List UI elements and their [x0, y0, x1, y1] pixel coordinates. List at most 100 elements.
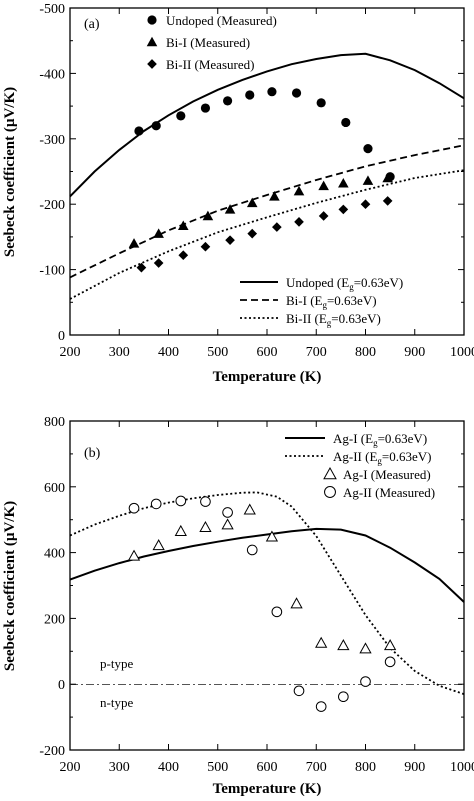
y-tick-label: 400: [44, 547, 65, 562]
data-point-series-1: [362, 175, 374, 185]
series-line-5: [69, 169, 465, 300]
panel-a-label: (a): [84, 17, 100, 32]
x-tick-label: 300: [109, 345, 130, 360]
data-point-series-2: [359, 642, 372, 654]
x-tick-label: 900: [404, 345, 425, 360]
data-point-series-0: [134, 126, 144, 136]
data-point-series-2: [272, 222, 282, 232]
legend-marker: [324, 486, 336, 498]
panel-a-y-axis-label: Seebeck coefficient (µV/K): [2, 87, 18, 257]
x-tick-label: 800: [355, 760, 376, 775]
data-point-series-0: [267, 87, 277, 97]
data-point-series-0: [223, 96, 233, 106]
data-point-series-2: [152, 539, 165, 551]
x-tick-label: 400: [158, 760, 179, 775]
data-point-series-2: [338, 204, 349, 215]
panel-a-legend-model: Undoped (Eg=0.63eV)Bi-I (Eg=0.63eV)Bi-II…: [240, 275, 403, 328]
x-tick-label: 600: [257, 760, 278, 775]
data-point-series-2: [174, 524, 187, 536]
data-point-series-2: [294, 217, 304, 227]
legend-label: Ag-I (Eg=0.63eV): [333, 431, 427, 448]
y-tick-label: 200: [44, 612, 65, 627]
legend-label: Ag-II (Measured): [343, 485, 435, 500]
data-point-series-1: [338, 177, 349, 188]
series-line-4: [69, 144, 465, 279]
x-tick-label: 200: [60, 760, 81, 775]
data-point-series-2: [225, 235, 235, 245]
legend-label: Ag-I (Measured): [343, 467, 431, 482]
legend-label: Undoped (Eg=0.63eV): [286, 275, 403, 292]
series-line-3: [69, 52, 465, 198]
x-tick-label: 700: [306, 760, 327, 775]
x-tick-label: 300: [109, 760, 130, 775]
x-tick-label: 500: [207, 760, 228, 775]
legend-marker: [323, 466, 337, 480]
y-tick-label: 0: [58, 329, 65, 344]
legend-label: Bi-II (Measured): [166, 57, 254, 72]
x-tick-label: 800: [355, 345, 376, 360]
data-point-series-2: [199, 520, 212, 532]
data-point-series-0: [363, 144, 373, 154]
legend-label: Bi-II (Eg=0.63eV): [286, 311, 381, 328]
legend-label: Undoped (Measured): [166, 13, 277, 28]
y-tick-label: 600: [44, 481, 65, 496]
data-point-series-0: [316, 98, 326, 108]
x-tick-label: 400: [158, 345, 179, 360]
data-point-series-2: [153, 258, 164, 268]
panel-a-x-axis-label: Temperature (K): [213, 369, 322, 385]
legend-label: Bi-I (Eg=0.63eV): [286, 293, 377, 310]
data-point-series-2: [360, 199, 371, 210]
data-point-series-3: [175, 495, 187, 507]
panel-b-x-axis-label: Temperature (K): [213, 781, 322, 797]
data-point-series-3: [338, 691, 349, 703]
panel-a-lines: [69, 52, 465, 300]
data-point-series-2: [290, 597, 303, 609]
data-point-series-1: [153, 228, 164, 238]
y-tick-label: -300: [39, 133, 65, 148]
data-point-series-1: [382, 172, 393, 183]
data-point-series-2: [136, 262, 147, 273]
x-tick-label: 900: [404, 760, 425, 775]
data-point-series-3: [315, 701, 327, 712]
p-type-annotation: p-type: [100, 656, 133, 671]
panel-a-points: [128, 87, 395, 273]
data-point-series-3: [271, 606, 283, 618]
data-point-series-3: [360, 676, 371, 687]
data-point-series-3: [150, 498, 162, 510]
y-tick-label: -100: [39, 264, 65, 279]
series-line-1: [69, 491, 465, 695]
y-tick-label: -400: [39, 67, 65, 82]
data-point-series-0: [151, 121, 161, 131]
legend-marker: [146, 36, 158, 47]
data-point-series-2: [315, 636, 328, 648]
data-point-series-1: [269, 191, 280, 201]
y-tick-label: -200: [39, 744, 65, 759]
panel-b-points: [127, 495, 397, 712]
y-tick-label: 0: [58, 678, 65, 693]
data-point-series-3: [246, 544, 258, 556]
legend-label: Ag-II (Eg=0.63eV): [333, 449, 431, 466]
y-tick-label: 800: [44, 415, 65, 430]
legend-marker: [147, 59, 157, 69]
data-point-series-1: [177, 220, 189, 231]
data-point-series-0: [291, 88, 302, 98]
data-point-series-3: [128, 502, 140, 514]
x-tick-label: 600: [257, 345, 278, 360]
legend-label: Bi-I (Measured): [166, 35, 250, 50]
data-point-series-2: [318, 211, 329, 221]
data-point-series-0: [200, 103, 211, 113]
panel-a-legend-measured: Undoped (Measured) Bi-I (Measured) Bi-II (…: [146, 13, 277, 72]
data-point-series-0: [245, 90, 255, 100]
data-point-series-3: [293, 685, 305, 697]
n-type-annotation: n-type: [100, 695, 133, 710]
data-point-series-1: [202, 210, 214, 221]
data-point-series-3: [384, 656, 396, 668]
data-point-series-2: [221, 518, 234, 530]
data-point-series-2: [383, 639, 397, 651]
